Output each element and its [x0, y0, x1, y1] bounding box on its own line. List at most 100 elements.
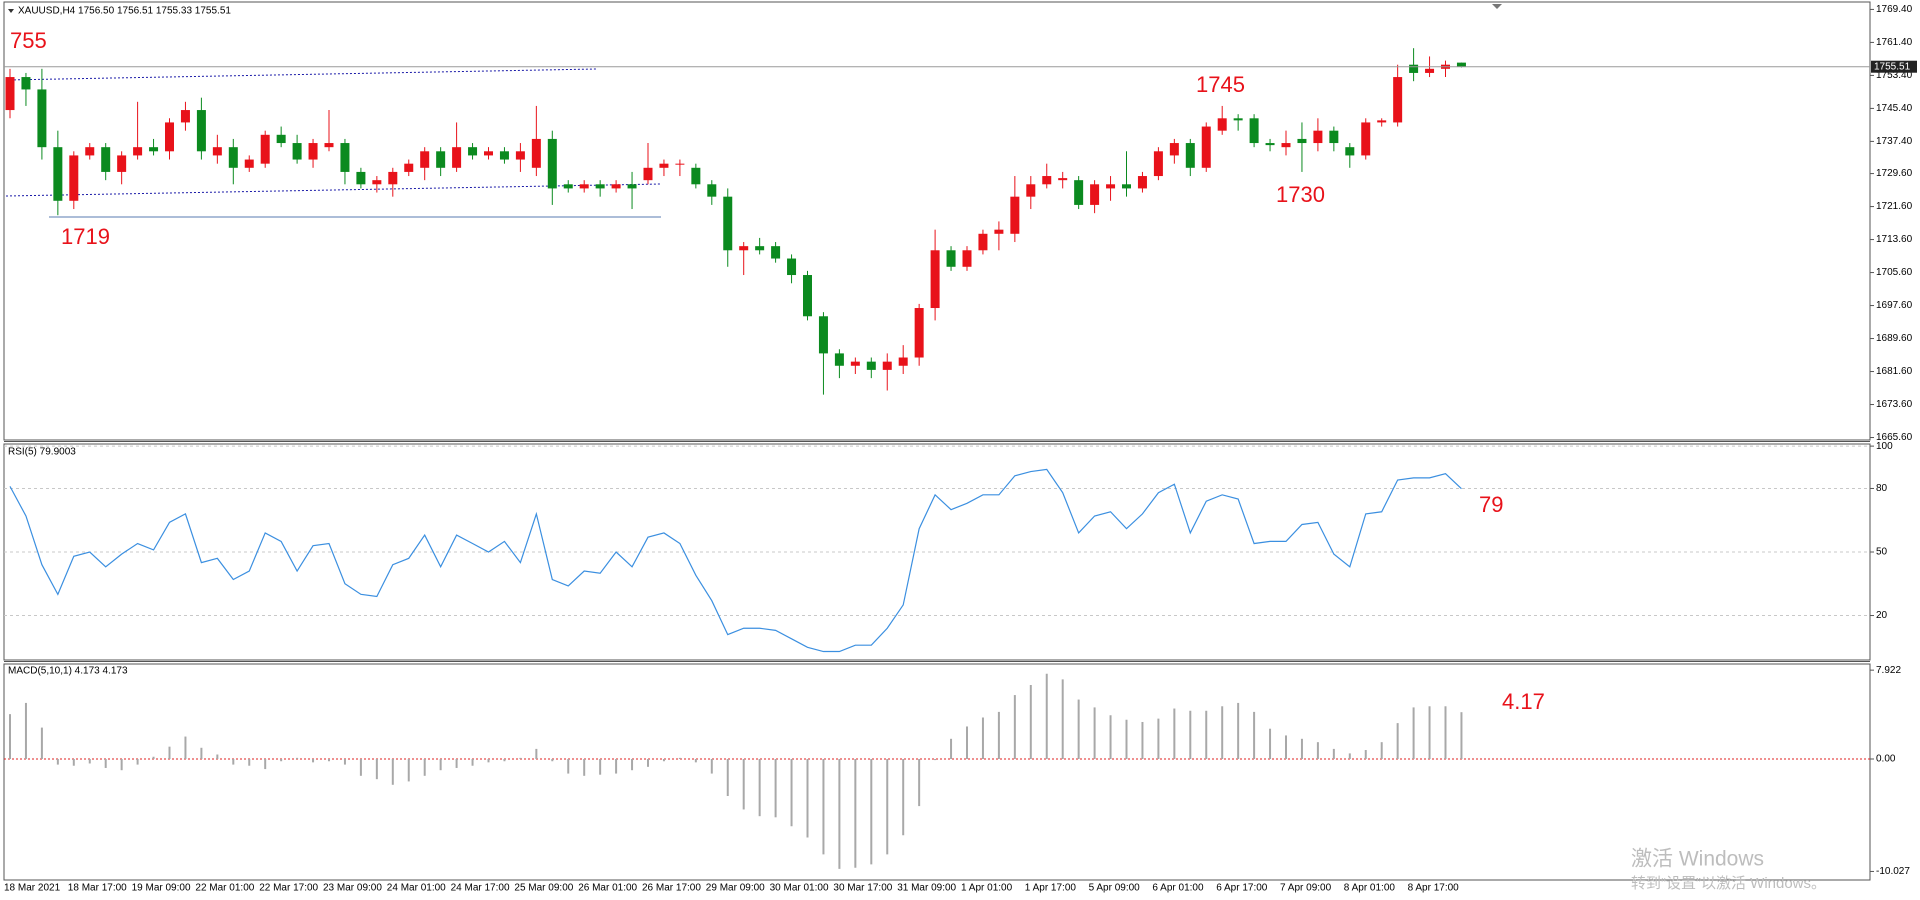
chart-shift-marker: [1492, 4, 1502, 9]
candle-body: [1393, 77, 1403, 123]
current-price-label: 1755.51: [1874, 61, 1911, 72]
candle-body: [882, 361, 892, 370]
candle-body: [5, 77, 15, 111]
annotation: 1719: [61, 224, 110, 249]
y-tick-label: 1769.40: [1876, 4, 1913, 15]
candle-body: [755, 246, 765, 251]
y-tick-label: 1761.40: [1876, 37, 1913, 48]
candle-body: [803, 275, 812, 317]
y-tick-label: 1673.60: [1876, 399, 1913, 410]
y-tick-label: 1689.60: [1876, 333, 1913, 344]
candle-body: [149, 147, 159, 152]
candle-body: [1265, 143, 1275, 146]
candle-body: [1169, 143, 1179, 156]
y-tick-label: 1713.60: [1876, 234, 1913, 245]
candle-body: [1010, 196, 1020, 234]
candle-body: [1409, 64, 1419, 73]
candle-body: [994, 229, 1004, 234]
x-tick-label: 1 Apr 01:00: [961, 883, 1013, 894]
candle-body: [117, 155, 127, 172]
candle-body: [1026, 184, 1036, 197]
y-tick-label: 1665.60: [1876, 432, 1913, 443]
x-tick-label: 24 Mar 01:00: [387, 883, 446, 894]
candle-body: [627, 184, 637, 189]
current-price-box: [1871, 60, 1917, 73]
y-tick-label: -10.027: [1876, 866, 1910, 877]
candle-body: [1201, 126, 1211, 168]
candle-body: [1425, 68, 1435, 73]
price-pane: [3, 1, 1871, 441]
x-tick-label: 18 Mar 17:00: [68, 883, 127, 894]
candle-body: [372, 180, 382, 185]
x-tick-label: 26 Mar 17:00: [642, 883, 701, 894]
candle-body: [1217, 118, 1227, 131]
candle-body: [356, 171, 366, 185]
candle-body: [1297, 138, 1307, 144]
y-tick-label: 50: [1876, 547, 1888, 558]
candle-body: [866, 361, 876, 370]
candle-body: [324, 143, 334, 148]
y-tick-label: 20: [1876, 610, 1888, 621]
candle-body: [180, 110, 190, 123]
candle-body: [515, 151, 525, 160]
price-title: XAUUSD,H4 1756.50 1756.51 1755.33 1755.5…: [18, 6, 231, 17]
candle-body: [1090, 184, 1100, 205]
candle-body: [133, 147, 143, 156]
candle-body: [643, 167, 653, 181]
candle-body: [834, 353, 844, 366]
candle-body: [579, 184, 589, 189]
candle-body: [468, 147, 478, 156]
x-tick-label: 6 Apr 01:00: [1152, 883, 1204, 894]
y-tick-label: 1745.40: [1876, 103, 1913, 114]
candle-body: [1361, 122, 1371, 156]
candle-body: [771, 246, 781, 259]
candle-body: [1137, 176, 1147, 189]
candle-body: [69, 155, 79, 201]
candle-body: [1106, 184, 1116, 189]
macd-pane: [3, 663, 1871, 881]
candle-body: [420, 151, 430, 168]
candle-body: [787, 258, 797, 276]
candle-body: [962, 250, 972, 267]
candle-body: [1185, 143, 1195, 168]
candle-body: [340, 143, 350, 172]
annotation: 79: [1479, 492, 1503, 517]
x-tick-label: 31 Mar 09:00: [897, 883, 956, 894]
candle-body: [260, 134, 270, 164]
rsi-line: [9, 468, 1462, 653]
y-tick-label: 100: [1876, 441, 1893, 452]
candle-body: [898, 357, 908, 366]
candle-body: [484, 151, 493, 156]
symbol-menu-icon[interactable]: [8, 9, 14, 13]
x-tick-label: 25 Mar 09:00: [514, 883, 573, 894]
candle-body: [1058, 178, 1068, 181]
candle-body: [930, 250, 940, 309]
x-tick-label: 19 Mar 09:00: [132, 883, 191, 894]
candle-body: [818, 316, 828, 354]
x-tick-label: 30 Mar 17:00: [833, 883, 892, 894]
candle-body: [691, 167, 701, 185]
candle-body: [595, 184, 605, 189]
y-tick-label: 1737.40: [1876, 136, 1913, 147]
candle-body: [563, 184, 573, 189]
channel-line: [5, 183, 662, 197]
candle-body: [531, 138, 541, 168]
x-tick-label: 22 Mar 01:00: [195, 883, 254, 894]
macd-title: MACD(5,10,1) 4.173 4.173: [8, 666, 128, 677]
candle-body: [659, 163, 669, 168]
candle-body: [850, 361, 860, 366]
candle-body: [308, 143, 318, 160]
candle-body: [1345, 147, 1355, 156]
x-tick-label: 6 Apr 17:00: [1216, 883, 1268, 894]
candle-body: [1281, 143, 1291, 148]
y-tick-label: 0.00: [1876, 754, 1896, 765]
candle-body: [212, 147, 222, 156]
x-tick-label: 24 Mar 17:00: [451, 883, 510, 894]
candle-body: [707, 184, 717, 197]
candle-body: [978, 233, 988, 251]
candle-body: [675, 163, 685, 165]
candle-body: [739, 246, 749, 251]
candle-body: [723, 196, 733, 251]
